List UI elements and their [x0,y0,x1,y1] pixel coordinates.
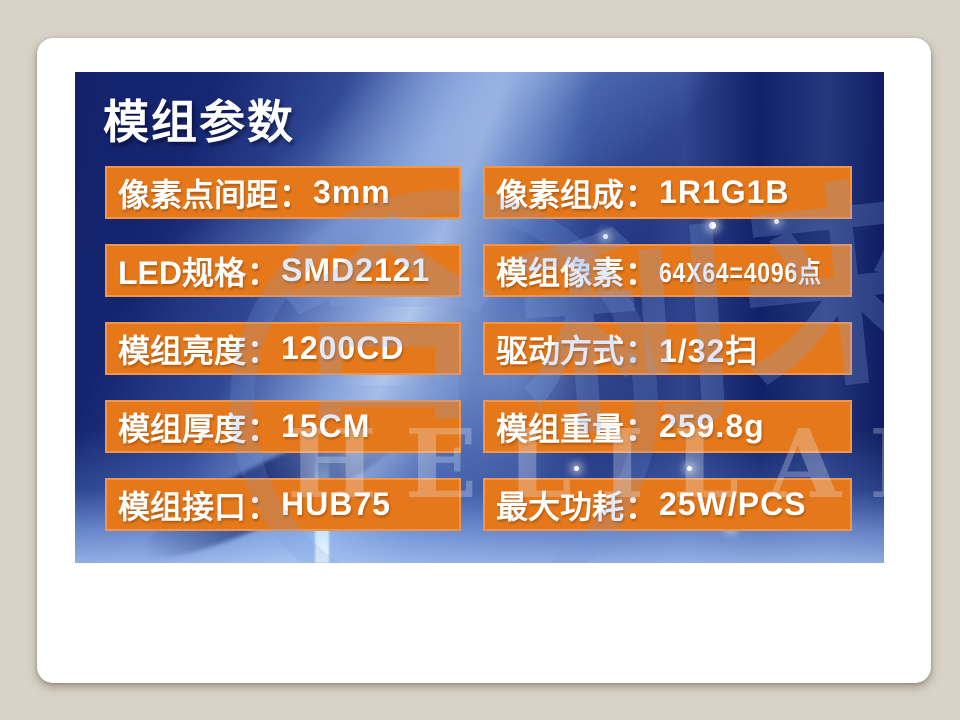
param-label: 模组像素 [496,254,625,291]
param-value: HUB75 [281,486,391,522]
param-colon: ： [625,254,658,291]
param-label: LED规格 [118,254,247,291]
param-value: 64X64=4096点 [659,256,822,288]
param-colon: ： [625,488,658,525]
param-label: 最大功耗 [496,488,625,525]
sparkle-dot [574,466,579,471]
param-box-brightness: 模组亮度： 1200CD [105,322,461,375]
param-label: 模组重量 [496,410,625,447]
param-label: 模组接口 [118,488,247,525]
page-title: 模组参数 [103,96,295,148]
param-colon: ： [625,176,658,213]
param-colon: ： [625,410,658,447]
sparkle-dot [774,219,779,224]
param-box-thickness: 模组厚度： 15CM [105,400,461,453]
param-box-interface: 模组接口： HUB75 [105,478,461,531]
param-label: 像素组成 [496,176,625,213]
param-colon: ： [247,410,280,447]
param-label: 模组厚度 [118,410,247,447]
sparkle-dot [603,234,608,239]
param-colon: ： [625,332,658,369]
param-box-drive-mode: 驱动方式： 1/32扫 [483,322,852,375]
param-label: 模组亮度 [118,332,247,369]
sparkle-dot [709,222,716,229]
sparkle-dot [687,466,692,471]
led-module-parameters-image: 模组参数 像素点间距： 3mm LED规格： SMD2121 模组亮度： 1200CD… [75,72,884,563]
param-box-led-spec: LED规格： SMD2121 [105,244,461,297]
param-box-pixel-composition: 像素组成： 1R1G1B [483,166,852,219]
param-value: 1200CD [281,330,405,366]
param-colon: ： [247,332,280,369]
param-colon: ： [247,488,280,525]
param-value: SMD2121 [281,252,431,288]
param-value: 3mm [313,174,391,210]
param-colon: ： [279,176,312,213]
param-box-module-pixels: 模组像素： 64X64=4096点 [483,244,852,297]
param-value: 1R1G1B [659,174,790,210]
param-box-pixel-pitch: 像素点间距： 3mm [105,166,461,219]
presentation-slide: 模组参数 像素点间距： 3mm LED规格： SMD2121 模组亮度： 1200CD… [37,38,931,683]
param-value: 25W/PCS [659,486,807,522]
param-box-weight: 模组重量： 259.8g [483,400,852,453]
param-value: 259.8g [659,408,765,444]
param-value: 1/32扫 [659,332,759,369]
param-colon: ： [247,254,280,291]
param-label: 驱动方式 [496,332,625,369]
param-box-max-power: 最大功耗： 25W/PCS [483,478,852,531]
param-value: 15CM [281,408,371,444]
param-label: 像素点间距 [118,176,279,213]
